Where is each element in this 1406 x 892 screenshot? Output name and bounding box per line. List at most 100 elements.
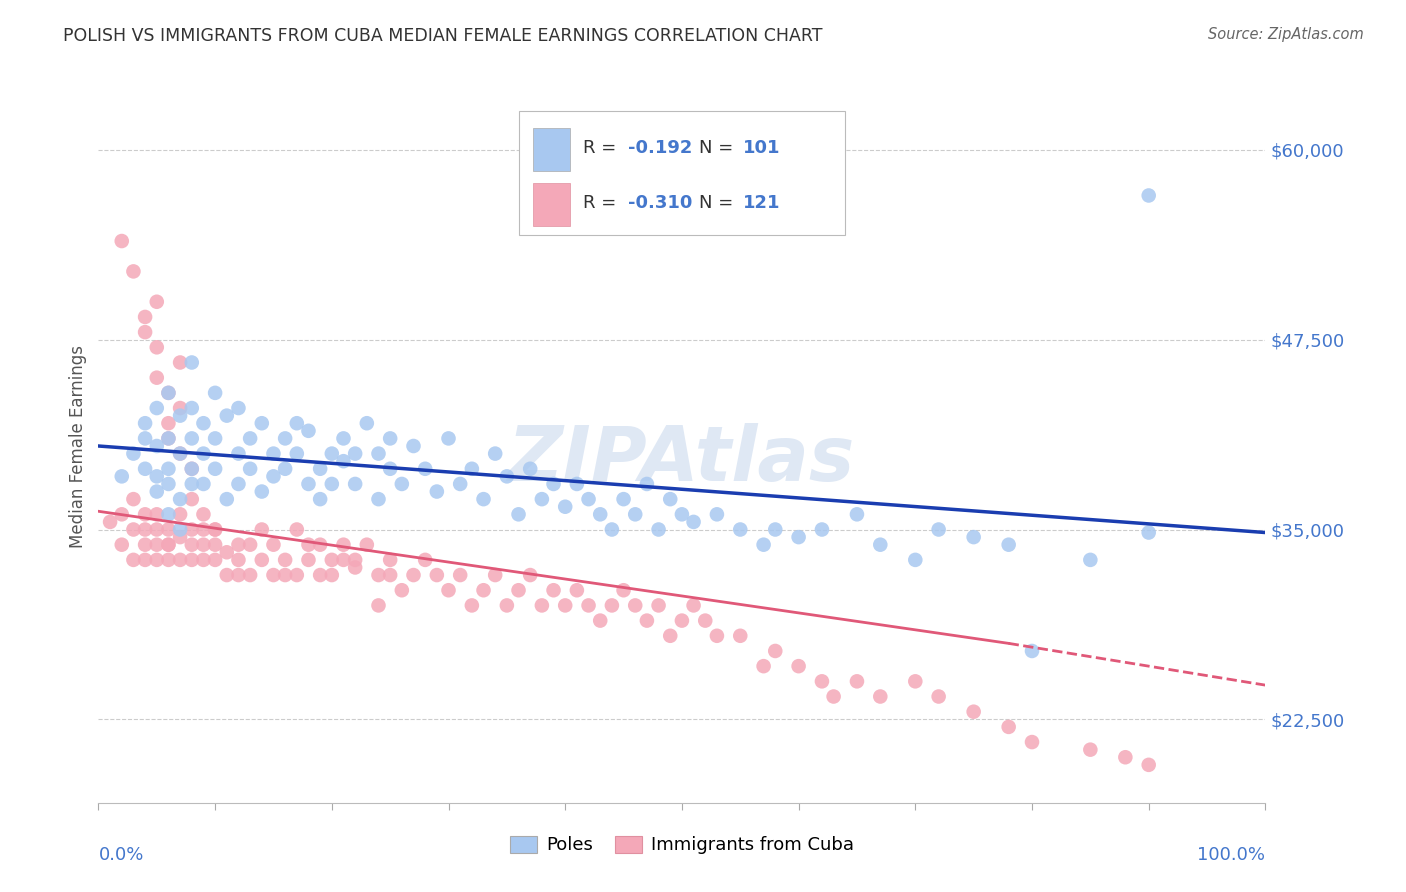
Point [565, 477, 588, 491]
Point [146, 469, 169, 483]
Point [297, 538, 319, 552]
Point [484, 568, 506, 582]
Point [309, 462, 332, 476]
Point [508, 583, 530, 598]
Point [928, 523, 950, 537]
Point [846, 674, 869, 689]
Point [578, 492, 600, 507]
Text: 0.0%: 0.0% [98, 846, 143, 863]
Point [413, 553, 436, 567]
Point [157, 385, 180, 400]
Point [169, 447, 191, 461]
Point [134, 325, 156, 339]
Point [215, 545, 238, 559]
Point [904, 674, 927, 689]
Point [262, 538, 284, 552]
Point [239, 431, 262, 445]
Point [332, 431, 354, 445]
Point [730, 523, 752, 537]
Point [321, 568, 343, 582]
Point [344, 447, 367, 461]
Point [111, 234, 134, 248]
Point [659, 629, 682, 643]
Point [134, 462, 156, 476]
Point [157, 523, 180, 537]
Point [367, 599, 389, 613]
Point [787, 530, 810, 544]
Point [321, 553, 343, 567]
Point [122, 492, 145, 507]
Point [380, 431, 402, 445]
Point [204, 523, 226, 537]
Point [671, 614, 693, 628]
Text: 101: 101 [742, 139, 780, 157]
Point [274, 462, 297, 476]
Text: 100.0%: 100.0% [1198, 846, 1265, 863]
Point [146, 340, 169, 354]
Point [519, 568, 541, 582]
Point [565, 583, 588, 598]
Point [752, 659, 775, 673]
Point [122, 264, 145, 278]
Point [228, 401, 250, 415]
Point [134, 523, 156, 537]
Point [706, 629, 728, 643]
Point [763, 644, 786, 658]
Point [274, 431, 297, 445]
Point [157, 538, 180, 552]
Point [613, 492, 636, 507]
Point [297, 477, 319, 491]
Point [332, 538, 354, 552]
Point [659, 492, 682, 507]
Point [530, 492, 553, 507]
Text: N =: N = [699, 194, 740, 212]
Point [380, 553, 402, 567]
Point [228, 568, 250, 582]
Point [215, 409, 238, 423]
Point [204, 523, 226, 537]
Point [180, 553, 202, 567]
Point [636, 614, 658, 628]
Point [146, 370, 169, 384]
Point [146, 538, 169, 552]
Point [157, 508, 180, 522]
Point [413, 462, 436, 476]
Point [752, 538, 775, 552]
Point [589, 614, 612, 628]
Point [869, 690, 891, 704]
Point [122, 447, 145, 461]
Point [636, 477, 658, 491]
Point [146, 401, 169, 415]
Point [204, 553, 226, 567]
Text: R =: R = [582, 139, 621, 157]
Point [461, 462, 484, 476]
Point [169, 553, 191, 567]
Point [146, 508, 169, 522]
Point [811, 523, 834, 537]
Point [169, 409, 191, 423]
Point [391, 583, 413, 598]
Point [157, 477, 180, 491]
Point [157, 538, 180, 552]
Point [262, 469, 284, 483]
Point [157, 416, 180, 430]
Point [250, 416, 273, 430]
Point [180, 355, 202, 369]
Point [193, 416, 215, 430]
Point [682, 599, 704, 613]
Point [193, 553, 215, 567]
Point [193, 477, 215, 491]
Legend: Poles, Immigrants from Cuba: Poles, Immigrants from Cuba [503, 829, 860, 862]
Point [239, 538, 262, 552]
Point [356, 416, 378, 430]
Point [344, 477, 367, 491]
Point [380, 462, 402, 476]
Point [367, 447, 389, 461]
Point [543, 477, 565, 491]
Point [309, 568, 332, 582]
Point [1137, 757, 1160, 772]
Point [391, 477, 413, 491]
Point [344, 560, 367, 574]
Point [554, 500, 576, 514]
Point [309, 492, 332, 507]
